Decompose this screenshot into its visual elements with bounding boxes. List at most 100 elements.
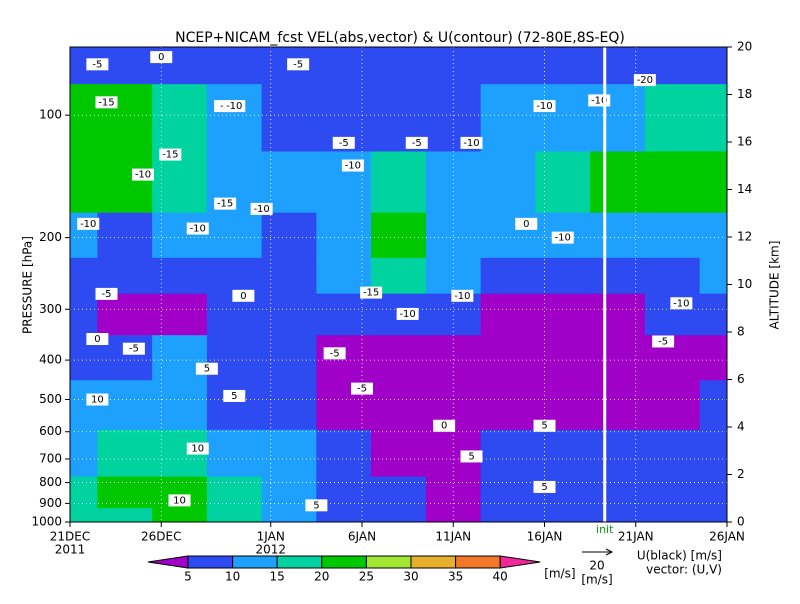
- contour-label-box: [551, 231, 574, 244]
- field-cell: [590, 379, 646, 430]
- x-tick-label: 26JAN: [709, 530, 745, 544]
- contour-label-box: [159, 148, 182, 161]
- field-cell: [97, 507, 153, 523]
- contour-label: 0: [441, 421, 447, 432]
- contour-label-box: [341, 159, 364, 172]
- field-cell: [371, 379, 427, 430]
- field-cell: [316, 507, 372, 523]
- contour-label-box: [150, 51, 173, 64]
- field-cell: [480, 47, 536, 85]
- contour-label: -10: [253, 204, 269, 215]
- field-cell: [261, 212, 317, 258]
- contour-label: -10: [673, 298, 689, 309]
- field-cell: [152, 212, 208, 258]
- vector-reference-unit: [m/s]: [581, 573, 612, 587]
- field-cell: [644, 83, 701, 152]
- contour-label-box: [77, 217, 100, 230]
- field-cell: [70, 429, 98, 477]
- field-cell: [152, 507, 208, 523]
- field-cell: [590, 429, 646, 477]
- contour-label-box: [86, 393, 109, 406]
- field-cell: [206, 47, 263, 85]
- field-cell: [644, 257, 701, 294]
- contour-label-box: [86, 58, 109, 71]
- contour-label-box: [633, 74, 656, 87]
- field-cell: [535, 334, 591, 381]
- y-tick-label: 600: [39, 424, 62, 438]
- contour-label: 0: [523, 219, 529, 230]
- contour-label: -20: [637, 75, 653, 86]
- field-cell: [425, 476, 482, 509]
- field-cell: [425, 334, 482, 381]
- contour-label-box: [132, 168, 154, 181]
- colorbar-label: 10: [225, 570, 240, 584]
- field-cell: [97, 476, 153, 509]
- field-cell: [316, 47, 372, 85]
- field-cell: [261, 507, 317, 523]
- field-cell: [480, 476, 536, 509]
- contour-label: -10: [463, 138, 479, 149]
- y2-tick-label: 8: [737, 325, 745, 339]
- contour-label-box: [433, 419, 456, 432]
- contour-label-box: [223, 389, 246, 402]
- contour-label: -10: [399, 309, 415, 320]
- field-cell: [97, 257, 153, 294]
- vector-reference-head: [605, 548, 614, 556]
- field-cell: [535, 507, 591, 523]
- field-cell: [644, 212, 701, 258]
- field-cell: [699, 507, 728, 523]
- field-cell: [371, 476, 427, 509]
- field-cell: [261, 150, 317, 213]
- y2-tick-label: 6: [737, 372, 745, 386]
- field-cell: [590, 150, 646, 213]
- contour-label: -10: [226, 101, 242, 112]
- field-cell: [480, 150, 536, 213]
- contour-label: -15: [217, 199, 233, 210]
- y-tick-label: 300: [39, 302, 62, 316]
- contour-label: -5: [357, 384, 367, 395]
- contour-label-box: [360, 286, 383, 299]
- contour-label-box: [533, 419, 556, 432]
- contour-label: 5: [204, 364, 210, 375]
- contour-label: -10: [80, 219, 96, 230]
- year-label: 2012: [255, 543, 286, 557]
- field-cell: [70, 257, 98, 294]
- field-cell: [590, 334, 646, 381]
- field-cell: [699, 334, 728, 381]
- y2-tick-label: 14: [737, 182, 752, 196]
- contour-label: -10: [135, 170, 151, 181]
- field-cell: [206, 379, 263, 430]
- field-cell: [644, 150, 701, 213]
- field-cell: [261, 429, 317, 477]
- field-cell: [261, 293, 317, 336]
- colorbar-bin: [187, 555, 234, 569]
- colorbar-label: 15: [270, 570, 285, 584]
- y-tick-label: 100: [39, 108, 62, 122]
- y-tick-label: 200: [39, 230, 62, 244]
- contour-label-box: [223, 100, 246, 113]
- contour-label: 5: [468, 451, 474, 462]
- field-cell: [535, 429, 591, 477]
- field-cell: [699, 257, 728, 294]
- colorbar-low: [147, 555, 189, 569]
- contour-label: 10: [91, 395, 104, 406]
- field-cell: [699, 83, 728, 152]
- contour-label: 5: [313, 500, 319, 511]
- field-cell: [97, 429, 153, 477]
- field-cell: [699, 476, 728, 509]
- contour-label-box: [533, 480, 556, 493]
- field-cell: [480, 379, 536, 430]
- field-cell: [261, 83, 317, 152]
- field-cell: [590, 293, 646, 336]
- contour-label: -5: [293, 59, 303, 70]
- colorbar-label: 20: [314, 570, 329, 584]
- contour-label-box: [195, 362, 218, 375]
- field-cell: [371, 47, 427, 85]
- x-tick-label: 26DEC: [141, 530, 181, 544]
- colorbar-bin: [276, 555, 323, 569]
- y-axis-label: PRESSURE [hPa]: [21, 236, 35, 334]
- field-cell: [590, 257, 646, 294]
- colorbar-bin: [365, 555, 412, 569]
- contour-label-box: [250, 202, 273, 215]
